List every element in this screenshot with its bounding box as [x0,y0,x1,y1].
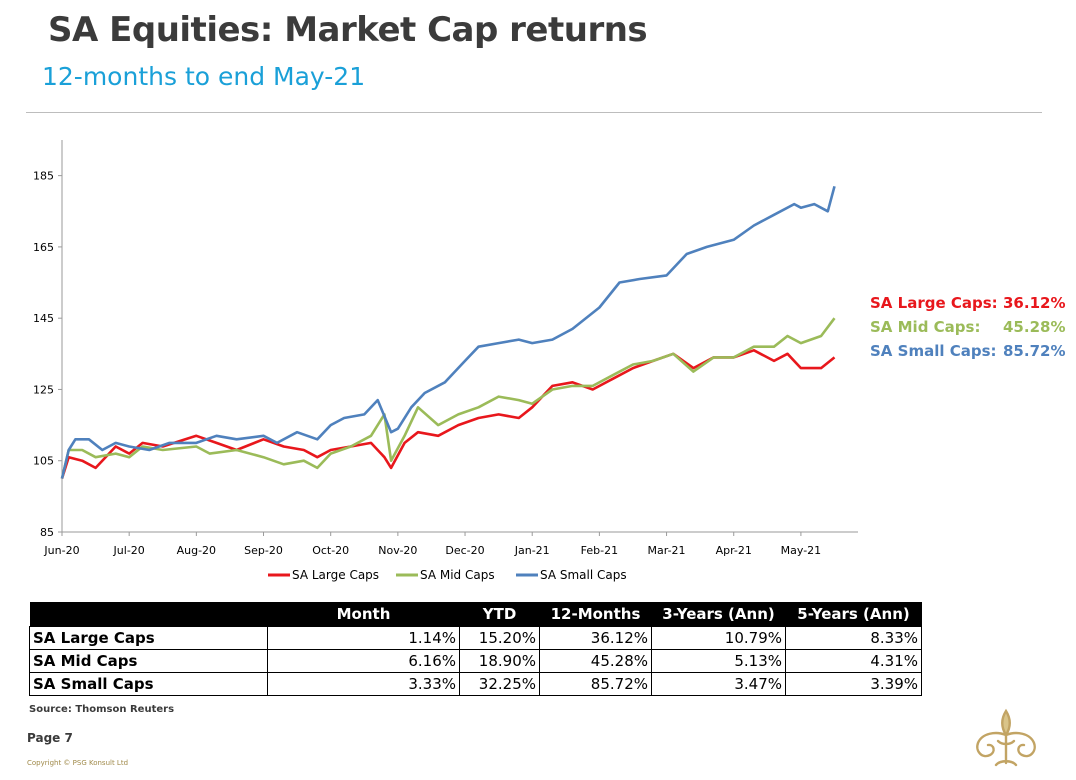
x-tick-label: Dec-20 [445,544,484,557]
page-subtitle: 12-months to end May-21 [42,62,366,91]
page-number: Page 7 [27,731,73,745]
cell-5y: 8.33% [785,626,922,650]
return-value-mid: 45.28% [1003,318,1066,336]
x-tick-label: Nov-20 [378,544,417,557]
table-header-month: Month [267,602,460,627]
return-value-small: 85.72% [1003,342,1066,360]
x-tick-label: Sep-20 [244,544,283,557]
y-tick-label: 85 [40,526,54,539]
page-title: SA Equities: Market Cap returns [48,10,648,50]
y-tick-label: 105 [33,455,54,468]
y-tick-label: 165 [33,241,54,254]
cell-12m: 45.28% [539,649,652,673]
table-row: SA Mid Caps 6.16% 18.90% 45.28% 5.13% 4.… [29,649,922,673]
market-cap-line-chart: 85 105 125 145 165 185 Jun-20 Jul-20 Aug-20 Sep-2… [33,140,858,582]
cell-ytd: 18.90% [459,649,540,673]
x-tick-label: Jan-21 [514,544,550,557]
x-tick-label: Mar-21 [648,544,686,557]
cell-month: 6.16% [267,649,460,673]
table-header-3y: 3-Years (Ann) [651,602,786,627]
series-line-small-caps [60,185,836,479]
legend-mid-caps-label: SA Mid Caps [420,568,495,582]
return-label-mid: SA Mid Caps: [870,318,981,336]
legend-small-caps-label: SA Small Caps [540,568,627,582]
cell-month: 1.14% [267,626,460,650]
cell-3y: 5.13% [651,649,786,673]
y-tick-label: 125 [33,383,54,396]
x-tick-label: Jun-20 [43,544,79,557]
series-line-mid-caps [60,317,836,479]
cell-3y: 10.79% [651,626,786,650]
series-line-large-caps [60,349,836,479]
table-header-5y: 5-Years (Ann) [785,602,922,627]
table-header-ytd: YTD [459,602,540,627]
x-tick-label: Aug-20 [177,544,216,557]
cell-ytd: 32.25% [459,672,540,696]
table-row: SA Small Caps 3.33% 32.25% 85.72% 3.47% … [29,672,922,696]
table-header-blank [29,602,268,627]
return-label-small: SA Small Caps: [870,342,997,360]
copyright-note: Copyright © PSG Konsult Ltd [27,759,129,767]
psg-logo-icon [976,708,1036,767]
performance-table: Month YTD 12-Months 3-Years (Ann) 5-Year… [29,602,922,696]
x-tick-label: Feb-21 [581,544,618,557]
row-name: SA Large Caps [29,626,268,650]
row-name: SA Small Caps [29,672,268,696]
table-header-row: Month YTD 12-Months 3-Years (Ann) 5-Year… [29,602,922,627]
header-divider [26,112,1042,113]
x-tick-label: Apr-21 [716,544,752,557]
row-name: SA Mid Caps [29,649,268,673]
cell-5y: 3.39% [785,672,922,696]
x-tick-label: May-21 [781,544,822,557]
cell-month: 3.33% [267,672,460,696]
x-tick-label: Oct-20 [312,544,349,557]
cell-12m: 36.12% [539,626,652,650]
source-note: Source: Thomson Reuters [29,704,175,715]
cell-12m: 85.72% [539,672,652,696]
return-value-large: 36.12% [1003,294,1066,312]
cell-5y: 4.31% [785,649,922,673]
table-row: SA Large Caps 1.14% 15.20% 36.12% 10.79%… [29,626,922,650]
y-tick-label: 185 [33,170,54,183]
legend-large-caps-label: SA Large Caps [292,568,379,582]
cell-3y: 3.47% [651,672,786,696]
cell-ytd: 15.20% [459,626,540,650]
return-label-large: SA Large Caps: [870,294,998,312]
y-tick-label: 145 [33,312,54,325]
x-tick-label: Jul-20 [113,544,145,557]
table-header-12m: 12-Months [539,602,652,627]
